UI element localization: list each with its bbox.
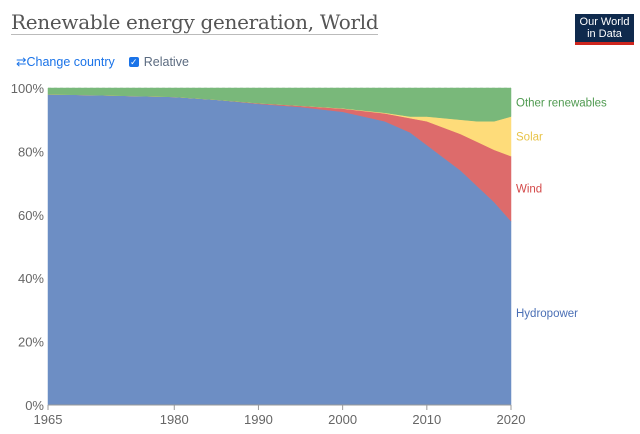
x-tick-label: 1990 [244, 412, 273, 427]
change-country-label: Change country [26, 55, 115, 69]
chart-controls: ⇄Change country ✓ Relative [16, 54, 189, 70]
x-tick-label: 2010 [412, 412, 441, 427]
relative-checkbox[interactable]: ✓ [128, 56, 139, 67]
change-country-button[interactable]: ⇄Change country [16, 54, 115, 69]
swap-arrows-icon: ⇄ [16, 55, 27, 69]
x-tick-label: 1965 [34, 412, 63, 427]
area-other-renewables[interactable] [47, 87, 512, 122]
relative-label: Relative [143, 54, 189, 69]
relative-toggle[interactable]: ✓ Relative [128, 54, 189, 69]
chart-title: Renewable energy generation, World [11, 10, 379, 35]
series-label: Wind [516, 184, 542, 196]
owid-logo[interactable]: Our World in Data [575, 14, 634, 45]
series-label: Other renewables [516, 97, 607, 109]
series-label: Hydropower [516, 308, 578, 320]
x-tick-label: 2000 [328, 412, 357, 427]
y-tick-label: 60% [18, 208, 44, 223]
y-tick-label: 80% [18, 144, 44, 159]
y-tick-label: 0% [25, 398, 44, 413]
x-tick-label: 2020 [497, 412, 526, 427]
x-tick-label: 1980 [160, 412, 189, 427]
y-tick-label: 100% [11, 81, 45, 96]
y-tick-label: 20% [18, 335, 44, 350]
y-tick-label: 40% [18, 271, 44, 286]
series-label: Solar [516, 131, 543, 143]
